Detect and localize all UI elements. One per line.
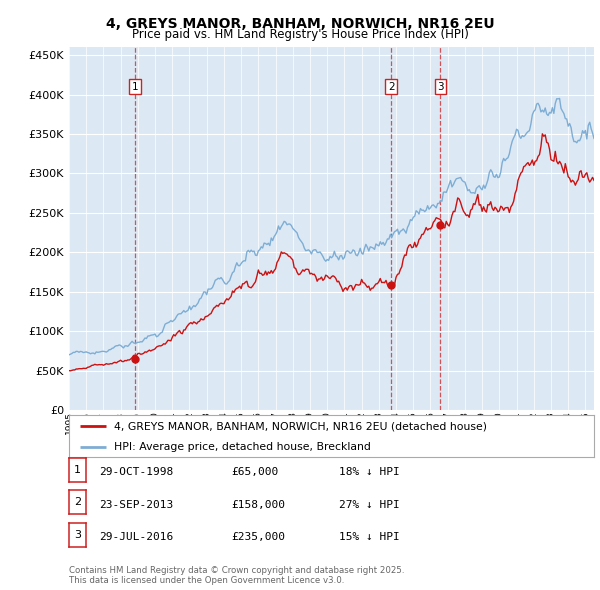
Text: £235,000: £235,000 xyxy=(231,532,285,542)
Text: 4, GREYS MANOR, BANHAM, NORWICH, NR16 2EU (detached house): 4, GREYS MANOR, BANHAM, NORWICH, NR16 2E… xyxy=(113,421,487,431)
Text: 2: 2 xyxy=(388,81,395,91)
Text: 3: 3 xyxy=(74,530,81,540)
Text: Contains HM Land Registry data © Crown copyright and database right 2025.
This d: Contains HM Land Registry data © Crown c… xyxy=(69,566,404,585)
Text: 23-SEP-2013: 23-SEP-2013 xyxy=(99,500,173,510)
Text: £158,000: £158,000 xyxy=(231,500,285,510)
Text: 4, GREYS MANOR, BANHAM, NORWICH, NR16 2EU: 4, GREYS MANOR, BANHAM, NORWICH, NR16 2E… xyxy=(106,17,494,31)
Text: 29-JUL-2016: 29-JUL-2016 xyxy=(99,532,173,542)
Text: 3: 3 xyxy=(437,81,444,91)
Text: HPI: Average price, detached house, Breckland: HPI: Average price, detached house, Brec… xyxy=(113,442,371,451)
Text: 2: 2 xyxy=(74,497,81,507)
Text: 29-OCT-1998: 29-OCT-1998 xyxy=(99,467,173,477)
Text: 1: 1 xyxy=(131,81,138,91)
Text: 1: 1 xyxy=(74,465,81,475)
Text: Price paid vs. HM Land Registry's House Price Index (HPI): Price paid vs. HM Land Registry's House … xyxy=(131,28,469,41)
Text: 15% ↓ HPI: 15% ↓ HPI xyxy=(339,532,400,542)
Text: 27% ↓ HPI: 27% ↓ HPI xyxy=(339,500,400,510)
Text: 18% ↓ HPI: 18% ↓ HPI xyxy=(339,467,400,477)
Text: £65,000: £65,000 xyxy=(231,467,278,477)
